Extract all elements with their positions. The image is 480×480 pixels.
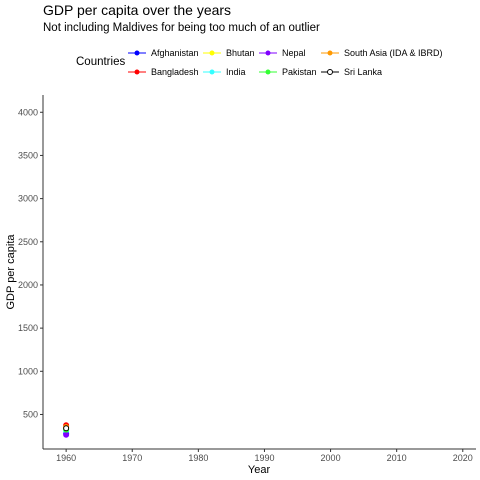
legend-label-south-asia: South Asia (IDA & IBRD) bbox=[344, 48, 443, 58]
chart-title-text: GDP per capita over the years bbox=[43, 2, 232, 18]
y-tick-label: 500 bbox=[23, 409, 38, 419]
legend-key-south-asia bbox=[321, 50, 339, 56]
legend-key-bhutan bbox=[203, 50, 221, 56]
legend-key-bangladesh bbox=[128, 69, 146, 75]
x-axis-title: Year bbox=[248, 464, 271, 476]
y-tick-label: 2000 bbox=[18, 280, 38, 290]
legend-item-afghanistan: Afghanistan bbox=[127, 45, 199, 61]
data-point-nepal bbox=[63, 431, 70, 438]
x-tick-label: 1970 bbox=[122, 453, 142, 463]
legend-label-nepal: Nepal bbox=[282, 48, 306, 58]
legend-item-nepal: Nepal bbox=[258, 45, 306, 61]
y-tick-label: 4000 bbox=[18, 107, 38, 117]
legend-item-india: India bbox=[202, 64, 246, 80]
x-tick-label: 2010 bbox=[387, 453, 407, 463]
data-points bbox=[63, 422, 70, 438]
legend-item-bhutan: Bhutan bbox=[202, 45, 255, 61]
y-tick-label: 1000 bbox=[18, 366, 38, 376]
data-point-sri-lanka bbox=[63, 425, 70, 432]
x-tick-label: 1960 bbox=[56, 453, 76, 463]
legend-label-bhutan: Bhutan bbox=[226, 48, 255, 58]
legend-key-india bbox=[203, 69, 221, 75]
legend-key-sri-lanka bbox=[321, 69, 339, 75]
legend-title: Countries bbox=[76, 56, 126, 68]
y-tick-label: 1500 bbox=[18, 323, 38, 333]
chart-title: GDP per capita over the years bbox=[43, 2, 231, 18]
y-tick-label: 2500 bbox=[18, 237, 38, 247]
legend-label-pakistan: Pakistan bbox=[282, 67, 317, 77]
legend-key-afghanistan bbox=[128, 50, 146, 56]
x-tick-label: 2000 bbox=[321, 453, 341, 463]
legend-item-bangladesh: Bangladesh bbox=[127, 64, 199, 80]
legend-label-sri-lanka: Sri Lanka bbox=[344, 67, 383, 77]
legend-label-afghanistan: Afghanistan bbox=[151, 48, 199, 58]
chart-subtitle: Not including Maldives for being too muc… bbox=[43, 22, 320, 34]
legend-key-pakistan bbox=[259, 69, 277, 75]
legend-item-pakistan: Pakistan bbox=[258, 64, 317, 80]
x-tick-label: 1980 bbox=[188, 453, 208, 463]
y-axis-title: GDP per capita bbox=[5, 234, 17, 310]
legend-label-bangladesh: Bangladesh bbox=[151, 67, 199, 77]
y-tick-label: 3500 bbox=[18, 150, 38, 160]
x-axis-ticks: 1960 1970 1980 1990 2000 2010 2020 bbox=[56, 449, 473, 463]
legend-item-south-asia: South Asia (IDA & IBRD) bbox=[320, 45, 443, 61]
x-tick-label: 2020 bbox=[453, 453, 473, 463]
x-tick-label: 1990 bbox=[254, 453, 274, 463]
y-axis-ticks: 500 1000 1500 2000 2500 3000 3500 4000 bbox=[18, 107, 43, 419]
legend-label-india: India bbox=[226, 67, 246, 77]
legend-key-nepal bbox=[259, 50, 277, 56]
legend-item-sri-lanka: Sri Lanka bbox=[320, 64, 382, 80]
y-tick-label: 3000 bbox=[18, 194, 38, 204]
